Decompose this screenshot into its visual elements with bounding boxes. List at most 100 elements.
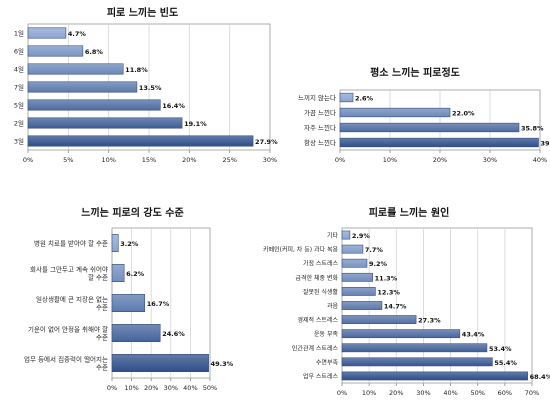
x-tick-label: 0%	[335, 156, 345, 164]
category-label: 급격한 체중 변화	[296, 274, 339, 282]
x-tick-label: 25%	[222, 156, 236, 164]
x-tick-label: 20%	[389, 389, 403, 397]
category-label: 업무 스트레스	[303, 372, 339, 380]
data-label: 4.7%	[68, 30, 87, 38]
x-tick-label: 10%	[101, 156, 115, 164]
data-label: 11.8%	[125, 66, 148, 74]
category-label: 자주 느낀다	[304, 123, 336, 132]
x-tick-label: 20%	[182, 156, 196, 164]
bar	[27, 135, 254, 147]
category-label: 6일	[14, 47, 24, 56]
bar	[27, 45, 84, 57]
bar	[341, 230, 351, 240]
x-tick-label: 10%	[362, 389, 376, 397]
bar	[111, 324, 161, 343]
data-label: 6.8%	[85, 48, 104, 56]
chart-title: 피로를 느끼는 원인	[368, 208, 450, 219]
bar	[339, 137, 539, 148]
x-tick-label: 20%	[144, 384, 158, 392]
bar	[341, 287, 376, 296]
category-label: 인간관계 스트레스	[292, 344, 339, 352]
bar	[339, 92, 354, 103]
category-label: 수면부족	[316, 358, 339, 366]
category-label: 7일	[14, 83, 24, 92]
bar	[111, 233, 119, 252]
data-label: 22.0%	[452, 110, 475, 118]
x-tick-label: 20%	[433, 156, 447, 164]
x-tick-label: 30%	[416, 389, 430, 397]
category-label: 수준	[96, 304, 108, 312]
category-label: 잘못된 식생활	[303, 288, 339, 296]
x-tick-label: 10%	[124, 384, 138, 392]
chart-degree-plot: 0% 10% 20% 30% 40% 2.6% 느끼지 않는다 22.0% 가끔 느낀다 35.8…	[298, 89, 550, 164]
chart-frequency: 피로 느끼는 빈도 0% 5% 10% 15% 20% 25% 30% 4.7% 1일 6.8% 6…	[0, 0, 285, 170]
category-label: 일상생활에 큰 지장은 없는	[36, 295, 108, 304]
data-label: 35.8%	[521, 125, 544, 133]
category-label: 카페인(커피, 차 등) 과다 복용	[263, 246, 338, 254]
x-tick-label: 50%	[203, 384, 217, 392]
x-tick-label: 40%	[533, 156, 547, 164]
category-label: 5일	[14, 101, 24, 110]
bar	[341, 244, 364, 254]
category-label: 운동 부족	[314, 331, 338, 338]
data-label: 27.9%	[255, 138, 278, 146]
data-label: 2.9%	[352, 232, 371, 240]
chart-intensity: 느끼는 피로의 강도 수준 0% 10% 20% 30% 40% 50% 3.2% 병원 치료…	[0, 200, 265, 406]
data-label: 55.4%	[494, 359, 517, 367]
data-label: 6.2%	[126, 270, 145, 278]
chart-title: 느끼는 피로의 강도 수준	[81, 208, 184, 219]
chart-causes: 피로를 느끼는 원인 0% 10% 20% 30% 40% 50% 60% 70% 2.9% 기타…	[263, 200, 550, 406]
data-label: 16.4%	[162, 102, 185, 110]
data-label: 27.3%	[418, 317, 441, 325]
bar	[111, 354, 209, 373]
x-tick-label: 5%	[63, 156, 73, 164]
data-label: 13.5%	[139, 84, 162, 92]
chart-frequency-plot: 0% 5% 10% 15% 20% 25% 30% 4.7% 1일 6.8% 6일 11.8% 4일 13…	[14, 23, 278, 164]
data-label: 49.3%	[211, 360, 234, 368]
bar	[341, 329, 461, 339]
x-tick-label: 30%	[483, 156, 497, 164]
data-label: 43.4%	[462, 331, 485, 339]
bar	[27, 99, 161, 111]
category-label: 기운이 없어 안정을 취해야 할	[28, 325, 108, 334]
x-tick-label: 70%	[525, 389, 539, 397]
data-label: 68.4%	[530, 373, 550, 381]
data-label: 24.6%	[162, 330, 185, 338]
category-label: 2일	[14, 119, 24, 128]
bar	[341, 301, 383, 310]
category-label: 수준	[96, 364, 108, 372]
chart-title: 피로 느끼는 빈도	[106, 8, 179, 19]
category-label: 가끔 느낀다	[304, 108, 336, 117]
x-tick-label: 40%	[443, 389, 457, 397]
x-tick-label: 10%	[383, 156, 397, 164]
bar	[341, 343, 488, 353]
bar	[341, 272, 373, 282]
x-tick-label: 30%	[263, 156, 277, 164]
bar	[341, 371, 528, 381]
x-tick-label: 60%	[498, 389, 512, 397]
category-label: 과음	[327, 302, 339, 310]
data-label: 39.7%	[541, 140, 550, 148]
bar	[27, 117, 183, 129]
bar	[339, 107, 451, 118]
chart-degree: 평소 느끼는 피로정도 0% 10% 20% 30% 40% 2.6% 느끼지 않는다 22.…	[270, 60, 550, 170]
category-label: 업무 등에서 집중력이 떨어지는	[24, 355, 108, 364]
bar	[27, 63, 124, 75]
chart-intensity-plot: 0% 10% 20% 30% 40% 50% 3.2% 병원 치료를 받아야 할 수준 6.2%…	[24, 227, 234, 392]
category-label: 느끼지 않는다	[298, 93, 336, 102]
data-label: 16.7%	[147, 300, 170, 308]
data-label: 11.3%	[375, 274, 398, 282]
category-label: 1일	[14, 29, 24, 38]
bar	[341, 357, 493, 367]
data-label: 19.1%	[184, 120, 207, 128]
bar	[339, 122, 520, 133]
bar	[27, 27, 67, 39]
category-label: 수준	[96, 334, 108, 342]
x-tick-label: 50%	[470, 389, 484, 397]
bar	[27, 81, 138, 93]
data-label: 14.7%	[384, 303, 407, 311]
data-label: 9.2%	[369, 260, 388, 268]
x-tick-label: 0%	[337, 389, 347, 397]
category-label: 병원 치료를 받아야 할 수준	[34, 239, 108, 248]
category-label: 경제적 스트레스	[297, 316, 338, 324]
